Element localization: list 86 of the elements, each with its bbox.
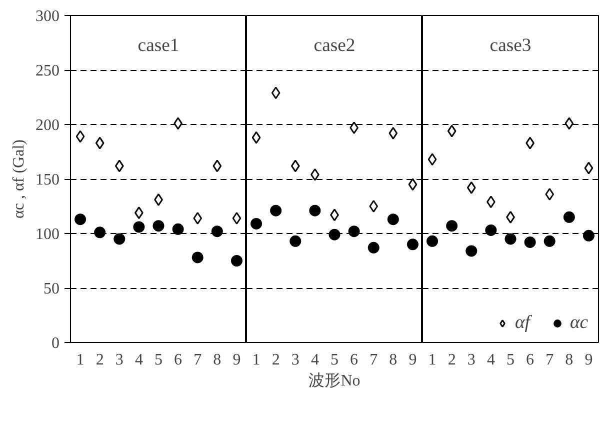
- y-tick-label: 150: [36, 172, 60, 188]
- point: [271, 86, 280, 100]
- x-tick-label: 9: [408, 352, 417, 368]
- point: [426, 235, 438, 247]
- point: [290, 235, 302, 247]
- x-tick-label: 6: [350, 352, 358, 368]
- x-tick-label: 3: [467, 352, 476, 368]
- x-tick-label: 3: [291, 352, 300, 368]
- x-tick-label: 5: [154, 352, 162, 368]
- point: [504, 233, 516, 245]
- point: [230, 255, 242, 266]
- y-tick-label: 0: [52, 335, 60, 352]
- x-tick-label: 4: [134, 352, 143, 368]
- point: [250, 218, 262, 230]
- point: [428, 153, 437, 166]
- point: [76, 130, 85, 143]
- x-tick-label: 5: [506, 352, 514, 368]
- x-tick-label: 8: [565, 352, 574, 368]
- point: [172, 223, 184, 235]
- point: [94, 226, 106, 238]
- point: [545, 188, 554, 201]
- point: [447, 124, 456, 138]
- x-tick-label: 6: [174, 352, 182, 368]
- x-tick-label: 2: [272, 352, 280, 368]
- y-axis-title: αc , αf (Gal): [10, 140, 28, 218]
- point: [114, 233, 126, 245]
- legend-label: αf: [515, 312, 533, 334]
- x-tick-label: 5: [330, 352, 338, 368]
- point: [406, 238, 418, 250]
- point: [564, 117, 574, 130]
- point: [290, 160, 300, 172]
- x-tick-label: 7: [194, 352, 202, 368]
- point: [582, 230, 594, 242]
- point: [387, 214, 399, 226]
- point: [95, 136, 104, 150]
- legend-label: αc: [570, 312, 590, 334]
- point: [192, 252, 204, 264]
- x-tick-label: 4: [310, 352, 319, 368]
- y-tick-label: 300: [36, 8, 60, 25]
- x-tick-label: 1: [428, 352, 436, 368]
- point: [211, 226, 223, 238]
- x-tick-label: 8: [213, 352, 222, 368]
- point: [133, 221, 145, 233]
- point: [388, 126, 398, 140]
- point: [524, 236, 536, 248]
- point: [563, 211, 575, 223]
- point: [348, 226, 360, 238]
- point: [152, 220, 164, 232]
- point: [485, 224, 497, 236]
- x-tick-label: 2: [448, 352, 456, 368]
- point: [408, 178, 418, 191]
- y-tick-label: 200: [36, 117, 60, 134]
- point: [369, 200, 378, 212]
- text: case3: [490, 35, 532, 56]
- text: case1: [138, 35, 180, 56]
- point: [446, 220, 458, 232]
- point: [252, 131, 261, 144]
- x-tick-label: 2: [96, 352, 104, 368]
- point: [309, 204, 321, 216]
- point: [193, 212, 202, 224]
- x-tick-label: 8: [389, 352, 398, 368]
- point: [584, 162, 594, 174]
- y-tick-label: 250: [36, 62, 60, 80]
- x-axis-title: 波形No: [308, 372, 360, 390]
- x-tick-label: 3: [115, 352, 124, 368]
- point: [114, 160, 124, 172]
- x-tick-label: 9: [232, 352, 241, 368]
- x-tick-label: 7: [546, 352, 554, 368]
- point: [74, 214, 86, 226]
- point: [544, 235, 556, 247]
- text: case2: [314, 35, 356, 56]
- x-tick-label: 4: [486, 352, 495, 368]
- x-tick-label: 1: [252, 352, 260, 368]
- point: [368, 242, 380, 254]
- x-tick-label: 6: [526, 352, 534, 368]
- y-tick-label: 50: [44, 280, 60, 298]
- point: [232, 212, 242, 224]
- x-tick-label: 9: [584, 352, 593, 368]
- y-tick-label: 100: [36, 226, 60, 243]
- point: [328, 228, 340, 240]
- point: [212, 160, 222, 172]
- point: [466, 181, 476, 194]
- point: [270, 204, 282, 216]
- x-tick-label: 1: [76, 352, 84, 368]
- point: [466, 245, 478, 257]
- x-tick-label: 7: [370, 352, 378, 368]
